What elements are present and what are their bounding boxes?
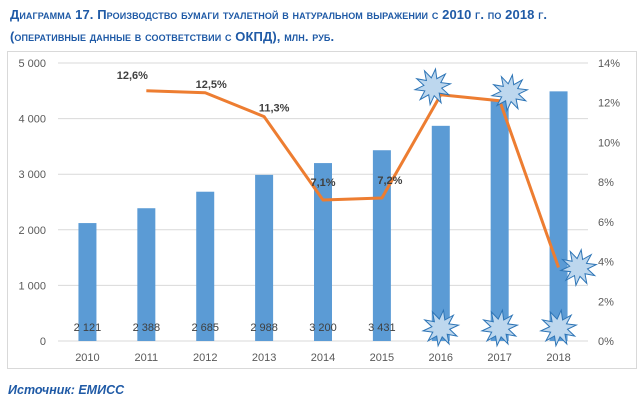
bar [137, 208, 156, 341]
line-series [146, 89, 560, 269]
y-right-tick: 4% [598, 257, 614, 269]
bar [549, 91, 568, 341]
chart-title: Диаграмма 17. Производство бумаги туалет… [10, 4, 635, 48]
bar [255, 174, 274, 341]
bar-label: 2 388 [133, 322, 161, 334]
y-right-tick: 14% [598, 58, 620, 70]
starburst-bar-label [421, 308, 461, 348]
y-left-tick: 4 000 [18, 114, 46, 126]
bar-label: 2 988 [250, 322, 278, 334]
bar-label: 2 685 [191, 322, 219, 334]
x-tick: 2015 [370, 352, 394, 364]
x-tick: 2016 [429, 352, 453, 364]
bar [78, 223, 97, 341]
chart-frame [7, 51, 637, 369]
bar-label: 3 200 [309, 322, 337, 334]
bar [314, 163, 332, 341]
y-right-tick: 6% [598, 217, 614, 229]
x-tick: 2011 [135, 352, 159, 364]
y-right-tick: 2% [598, 296, 614, 308]
x-tick: 2017 [487, 352, 511, 364]
starburst-line-label [559, 247, 599, 288]
y-left-tick: 1 000 [18, 280, 46, 292]
bar [490, 100, 509, 341]
source-note: Источник: ЕМИСС [8, 383, 125, 397]
y-right-tick: 0% [598, 336, 614, 348]
x-tick: 2010 [75, 352, 99, 364]
starburst-line-label [413, 67, 453, 107]
line-label: 7,1% [310, 177, 335, 189]
x-tick: 2014 [311, 352, 335, 364]
starburst-bar-label [480, 308, 520, 348]
bar [431, 125, 450, 341]
y-right-tick: 10% [598, 137, 620, 149]
y-left-tick: 2 000 [18, 225, 46, 237]
line-label: 7,2% [377, 175, 402, 187]
line-label: 12,6% [117, 70, 148, 82]
x-tick: 2018 [546, 352, 570, 364]
bar-label: 2 121 [74, 322, 102, 334]
line-label: 12,5% [196, 79, 227, 91]
starburst-line-label [490, 73, 530, 113]
bar [196, 191, 215, 341]
y-right-tick: 12% [598, 98, 620, 110]
chart-title-line1: Диаграмма 17. Производство бумаги туалет… [10, 7, 548, 22]
y-right-tick: 8% [598, 177, 614, 189]
line-label: 11,3% [259, 103, 290, 115]
chart-title-line2: (оперативные данные в соответствии с ОКП… [10, 29, 335, 44]
y-left-tick: 3 000 [18, 169, 46, 181]
starburst-bar-label [539, 308, 579, 348]
x-tick: 2013 [252, 352, 276, 364]
x-tick: 2012 [193, 352, 217, 364]
bar-label: 3 431 [368, 322, 396, 334]
y-left-tick: 5 000 [18, 58, 46, 70]
y-left-tick: 0 [40, 336, 46, 348]
